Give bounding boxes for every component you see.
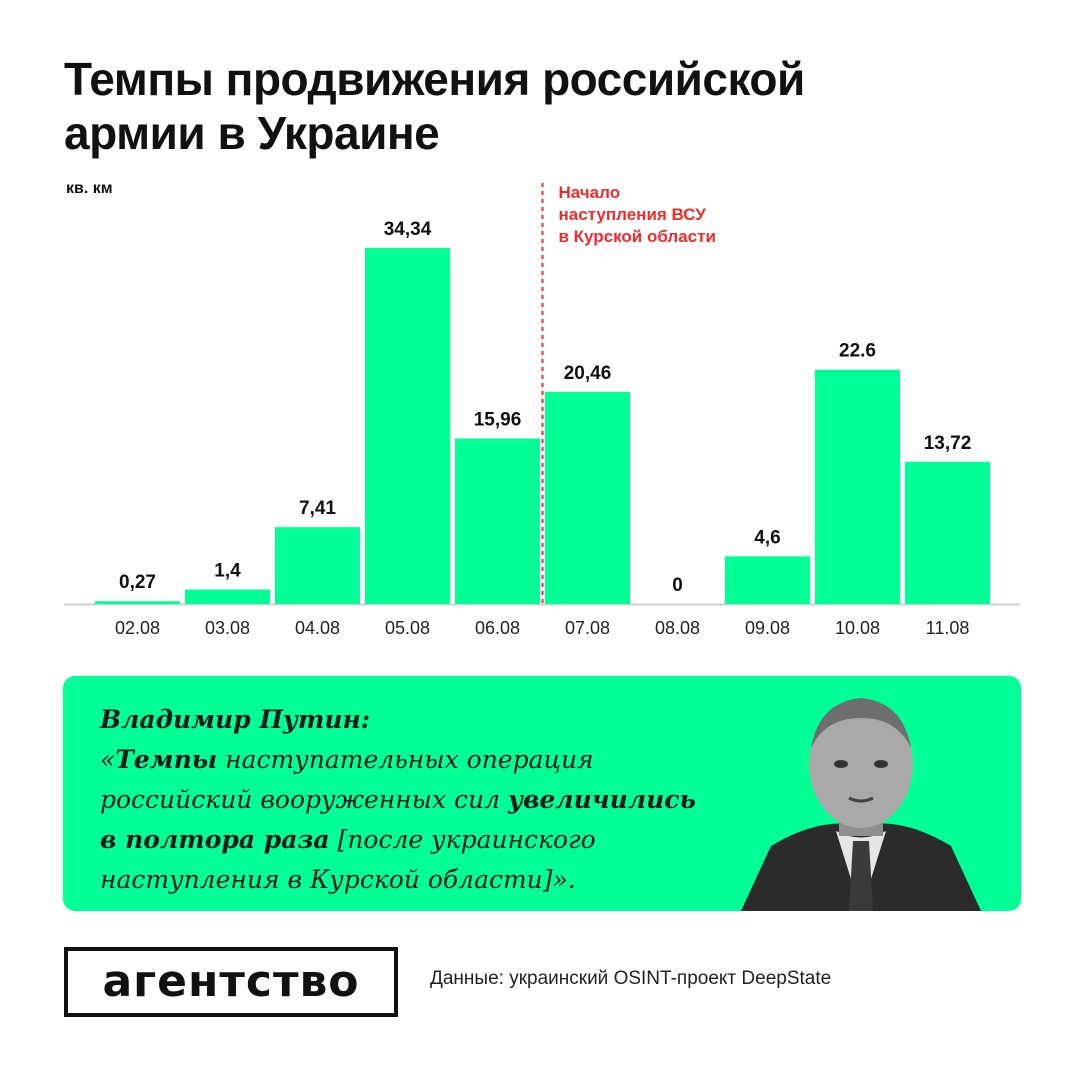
value-label-08.08: 0: [672, 575, 683, 596]
bar-11.08: [905, 461, 990, 604]
x-tick-10.08: 10.08: [835, 618, 880, 638]
x-tick-02.08: 02.08: [115, 618, 160, 638]
quote-body: «Темпы наступательных операция российски…: [100, 745, 696, 894]
agency-logo-text: агентство: [102, 956, 360, 1007]
value-label-05.08: 34,34: [384, 219, 432, 240]
chart-title-line-1: Темпы продвижения российской: [64, 53, 805, 105]
y-unit-label: кв. км: [66, 180, 113, 197]
annotation-line-3: в Курской области: [559, 227, 716, 246]
bar-03.08: [185, 589, 270, 604]
speaker-portrait: [741, 698, 981, 911]
quote-author: Владимир Путин:: [100, 705, 370, 734]
value-label-11.08: 13,72: [924, 433, 972, 454]
chart-title: Темпы продвижения российской армии в Укр…: [64, 52, 964, 160]
value-label-07.08: 20,46: [564, 363, 612, 384]
bar-06.08: [455, 438, 540, 604]
x-tick-06.08: 06.08: [475, 618, 520, 638]
quote-card: Владимир Путин: «Темпы наступательных оп…: [63, 676, 1021, 911]
x-tick-11.08: 11.08: [926, 618, 970, 638]
quote-text-2: [после украинского наступления в Курской…: [100, 825, 596, 894]
chart-title-line-2: армии в Украине: [64, 107, 440, 159]
x-tick-05.08: 05.08: [385, 618, 430, 638]
value-label-09.08: 4,6: [754, 527, 780, 548]
value-label-03.08: 1,4: [214, 560, 241, 581]
bar-04.08: [275, 527, 360, 604]
x-tick-08.08: 08.08: [655, 618, 700, 638]
agency-logo: агентство: [64, 947, 398, 1017]
bar-02.08: [95, 601, 180, 604]
value-label-02.08: 0,27: [119, 572, 156, 593]
portrait-face: [809, 700, 913, 828]
annotation-line-1: Начало: [559, 183, 621, 202]
bar-05.08: [365, 248, 450, 604]
x-tick-07.08: 07.08: [565, 618, 610, 638]
x-tick-09.08: 09.08: [745, 618, 790, 638]
quote-bold-1: Темпы: [115, 745, 218, 774]
portrait-tie: [849, 841, 873, 911]
bar-chart: кв. км 0,27 02.08 1,4 03.08 7,41 04.08 34,34 05.…: [64, 180, 1020, 638]
quote-text-1: наступательных операция российский воору…: [100, 745, 594, 814]
x-tick-04.08: 04.08: [295, 618, 340, 638]
value-label-10.08: 22.6: [839, 341, 876, 362]
value-label-04.08: 7,41: [299, 498, 336, 519]
quote-text: Владимир Путин: «Темпы наступательных оп…: [100, 700, 700, 900]
bar-07.08: [545, 391, 630, 604]
quote-bold-2: увеличились в полтора раза: [100, 785, 697, 854]
portrait-hair: [811, 698, 911, 748]
x-tick-03.08: 03.08: [205, 618, 250, 638]
data-source-note: Данные: украинский OSINT-проект DeepStat…: [430, 968, 832, 989]
bar-10.08: [815, 369, 900, 604]
bar-09.08: [725, 556, 810, 604]
quote-open-mark: «: [100, 745, 116, 774]
value-label-06.08: 15,96: [474, 410, 522, 431]
annotation-line-2: наступления ВСУ: [559, 205, 707, 224]
